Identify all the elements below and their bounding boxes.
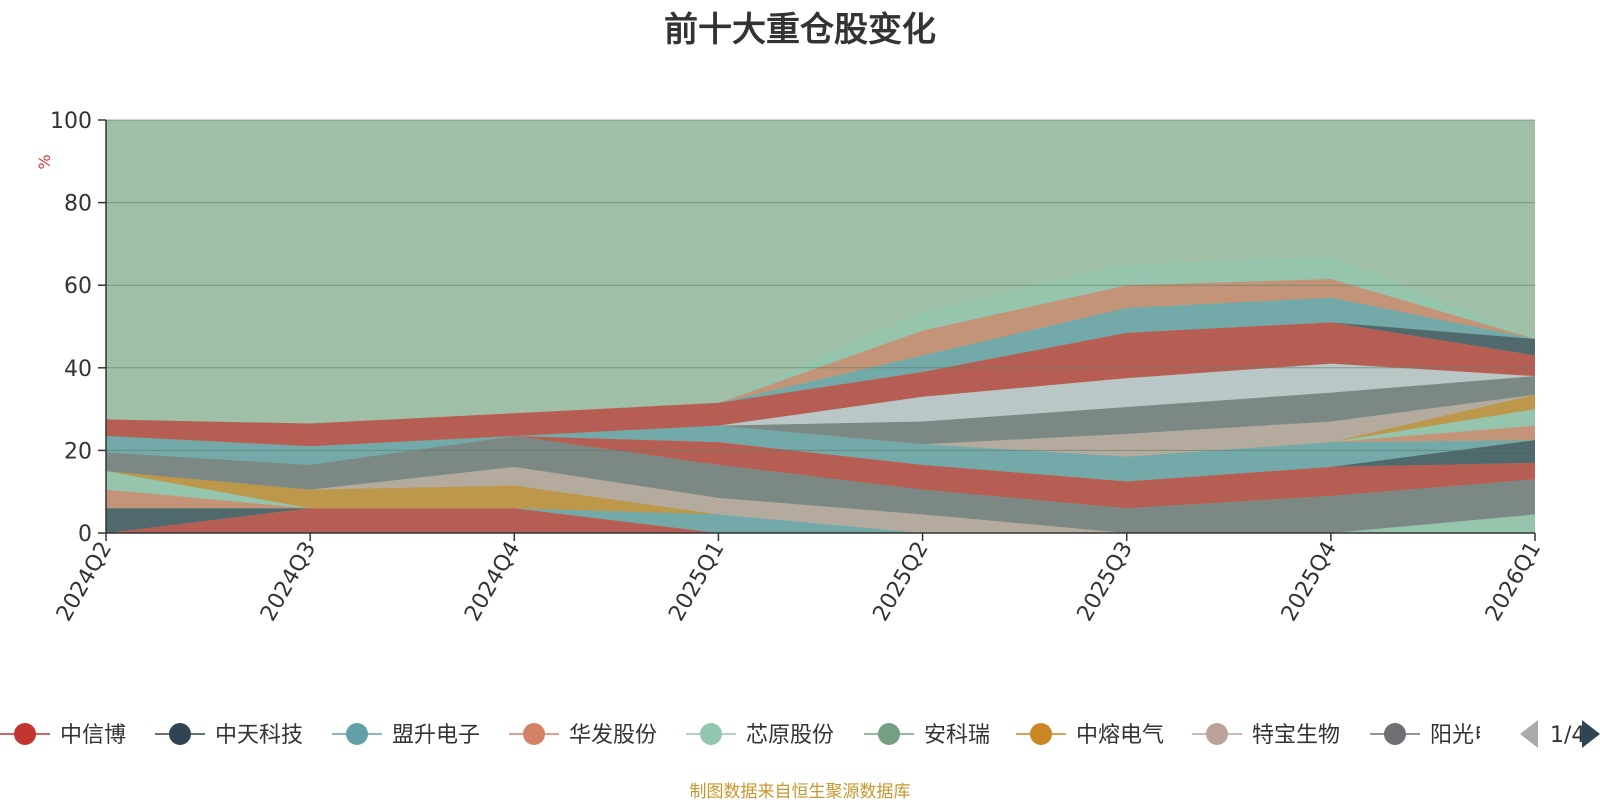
legend-marker <box>700 723 722 745</box>
legend-label: 中天科技 <box>215 723 303 748</box>
x-tick-label: 2024Q3 <box>256 538 321 626</box>
y-tick-label: 100 <box>50 109 92 134</box>
area-series-7[interactable] <box>106 466 1535 533</box>
grid-lines <box>106 119 1535 451</box>
y-tick-label: 20 <box>64 439 92 464</box>
legend-label: 特宝生物 <box>1252 723 1340 748</box>
legend-item[interactable]: 华发股份 <box>509 723 657 748</box>
legend-marker <box>1206 723 1228 745</box>
legend-prev-icon[interactable] <box>1520 720 1538 748</box>
legend-label: 中熔电气 <box>1076 723 1164 748</box>
area-series-15[interactable] <box>106 394 1535 457</box>
legend-marker <box>1030 723 1052 745</box>
area-series-18[interactable] <box>106 363 1535 447</box>
legend-marker <box>169 723 191 745</box>
y-tick-label: 0 <box>78 522 92 547</box>
legend-item[interactable]: 盟升电子 <box>332 723 480 748</box>
y-tick-label: 80 <box>64 192 92 217</box>
legend-marker <box>14 723 36 745</box>
legend-item[interactable]: 阳光电源 <box>1370 723 1518 748</box>
x-tick-label: 2025Q4 <box>1277 538 1342 626</box>
legend-marker <box>878 723 900 745</box>
legend-marker <box>1384 723 1406 745</box>
y-tick-label: 40 <box>64 357 92 382</box>
x-tick-label: 2026Q1 <box>1481 538 1546 626</box>
legend-next-icon[interactable] <box>1582 720 1600 748</box>
x-tick-label: 2024Q4 <box>460 538 525 626</box>
legend-item[interactable]: 芯原股份 <box>686 723 834 748</box>
x-tick-label: 2025Q3 <box>1073 538 1138 626</box>
legend-item[interactable]: 特宝生物 <box>1192 723 1340 748</box>
legend-label: 芯原股份 <box>746 723 834 748</box>
legend-page-indicator: 1/4 <box>1550 723 1585 748</box>
legend-item[interactable]: 中熔电气 <box>1016 723 1164 748</box>
area-series-21[interactable] <box>106 297 1535 424</box>
y-tick-label: 60 <box>64 274 92 299</box>
legend-label: 安科瑞 <box>924 723 990 748</box>
legend-label: 阳光电源 <box>1430 723 1518 748</box>
area-series-19[interactable] <box>106 322 1535 447</box>
legend-item[interactable]: 中天科技 <box>155 723 303 748</box>
y-axis-label: % <box>35 154 54 169</box>
area-series-0[interactable] <box>106 508 1535 533</box>
legend-item[interactable]: 中信博 <box>0 723 126 748</box>
area-series-11[interactable] <box>106 425 1535 482</box>
legend-marker <box>346 723 368 745</box>
legend: 中信博 中天科技 盟升电子 华发股份 芯原股份 安科瑞 中熔电气 特宝生物 阳光电源 <box>0 723 1518 748</box>
legend-pager: 1/4 <box>1520 720 1600 748</box>
legend-label: 中信博 <box>60 723 126 748</box>
area-series-1[interactable] <box>106 508 1535 533</box>
area-series-6[interactable] <box>106 471 1535 533</box>
legend-label: 盟升电子 <box>392 723 480 748</box>
legend-marker <box>523 723 545 745</box>
area-series-9[interactable] <box>106 435 1535 509</box>
stacked-areas <box>106 120 1535 533</box>
area-series-8[interactable] <box>106 435 1535 533</box>
x-tick-label: 2024Q2 <box>52 538 117 626</box>
chart-title: 前十大重仓股变化 <box>664 10 936 50</box>
legend-label: 华发股份 <box>569 723 657 748</box>
x-tick-label: 2025Q1 <box>664 538 729 626</box>
area-series-16[interactable] <box>106 376 1535 447</box>
area-series-2[interactable] <box>106 508 1535 533</box>
legend-item[interactable]: 安科瑞 <box>864 723 990 748</box>
x-tick-label: 2025Q2 <box>868 538 933 626</box>
source-note: 制图数据来自恒生聚源数据库 <box>689 782 911 802</box>
